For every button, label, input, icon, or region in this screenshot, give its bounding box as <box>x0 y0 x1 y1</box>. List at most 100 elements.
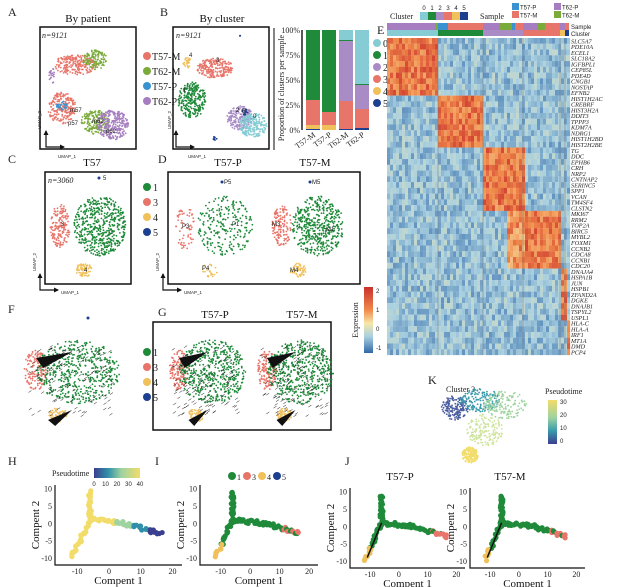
heatmap-cell <box>534 303 538 309</box>
heatmap-cell <box>390 95 394 102</box>
heatmap-cell <box>492 159 496 165</box>
heatmap-cell <box>528 280 532 286</box>
cell-point <box>101 54 103 57</box>
heatmap-cell <box>552 182 556 188</box>
heatmap-cell <box>408 280 412 286</box>
heatmap-cell <box>441 216 445 223</box>
cell-point <box>91 110 93 113</box>
heatmap-cell <box>489 118 493 125</box>
heatmap-cell <box>528 147 532 154</box>
heatmap-cell <box>474 176 478 183</box>
heatmap-cell <box>471 49 475 56</box>
heatmap-cell <box>387 107 391 114</box>
heatmap-cell <box>465 130 469 137</box>
heatmap-cell <box>447 239 451 246</box>
heatmap-cell <box>516 49 520 56</box>
cell-point <box>188 59 191 62</box>
heatmap-cell <box>555 141 559 148</box>
cell-point <box>72 60 75 63</box>
heatmap-cell <box>414 239 418 246</box>
heatmap-cell <box>435 55 439 62</box>
cell-point <box>71 107 74 109</box>
heatmap-cell <box>399 159 403 165</box>
cell-point <box>87 115 90 118</box>
heatmap-cell <box>387 95 391 102</box>
heatmap-cell <box>519 164 523 171</box>
heatmap-cell <box>495 262 499 269</box>
heatmap-cell <box>474 228 478 235</box>
heatmap-cell <box>519 107 523 114</box>
heatmap-cell <box>432 95 436 102</box>
heatmap-cell <box>459 205 463 212</box>
heatmap-cell <box>435 84 439 90</box>
heatmap-cell <box>480 245 484 252</box>
umap-y-axis-label: UMAP_2 <box>37 111 42 130</box>
heatmap-cell <box>387 124 391 131</box>
heatmap-cell <box>399 285 403 292</box>
heatmap-cell <box>534 153 538 160</box>
heatmap-cell <box>462 66 466 73</box>
heatmap-cell <box>465 228 469 235</box>
heatmap-cell <box>432 112 436 119</box>
heatmap-cell <box>390 285 394 292</box>
cell-point <box>55 63 58 66</box>
heatmap-cell <box>432 124 436 131</box>
heatmap-cell <box>489 193 493 200</box>
heatmap-cell <box>435 187 439 194</box>
heatmap-cell <box>540 159 544 165</box>
heatmap-cell <box>474 72 478 79</box>
heatmap-cell <box>522 153 526 160</box>
heatmap-cell <box>534 141 538 148</box>
heatmap-cell <box>423 61 427 67</box>
heatmap-cell <box>423 95 427 102</box>
heatmap-cell <box>399 176 403 183</box>
heatmap-cell <box>435 239 439 246</box>
heatmap-cell <box>489 257 493 263</box>
heatmap-cell <box>429 233 433 240</box>
cell-point <box>86 125 89 128</box>
heatmap-cell <box>546 95 550 102</box>
cell-point <box>68 62 71 65</box>
cell-point <box>208 62 211 65</box>
legend-swatch <box>436 12 444 20</box>
heatmap-cell <box>561 176 565 183</box>
heatmap-cell <box>438 89 442 96</box>
cell-point <box>226 115 229 117</box>
heatmap-cell <box>477 205 481 212</box>
cell-point <box>209 74 212 77</box>
heatmap-cell <box>543 124 547 131</box>
heatmap-cell <box>444 61 448 67</box>
heatmap-cell <box>429 72 433 79</box>
heatmap-cell <box>555 274 559 281</box>
heatmap-cell <box>393 49 397 56</box>
heatmap-cell <box>462 257 466 263</box>
cell-point <box>194 99 197 102</box>
heatmap-cell <box>420 135 424 142</box>
heatmap-cell <box>420 262 424 269</box>
heatmap-cell <box>387 118 391 125</box>
heatmap-cell <box>423 135 427 142</box>
heatmap-cell <box>429 164 433 171</box>
heatmap-cell <box>402 239 406 246</box>
heatmap-cell <box>519 147 523 154</box>
heatmap-cell <box>567 49 571 56</box>
heatmap-cell <box>420 216 424 223</box>
cell-point <box>185 99 187 102</box>
heatmap-cell <box>474 268 478 275</box>
heatmap-cell <box>438 124 442 131</box>
heatmap-cell <box>444 216 448 223</box>
cell-point <box>204 61 207 64</box>
cell-point <box>190 107 193 110</box>
heatmap-cell <box>552 251 556 258</box>
heatmap-cell <box>540 233 544 240</box>
cell-point <box>102 56 105 59</box>
heatmap-cell <box>429 95 433 102</box>
heatmap-cell <box>393 38 397 44</box>
heatmap-cell <box>456 297 460 304</box>
cell-point <box>208 60 210 63</box>
heatmap-cell <box>510 285 514 292</box>
cell-point <box>65 117 67 120</box>
heatmap-cell <box>495 159 499 165</box>
heatmap-cell <box>555 112 559 119</box>
